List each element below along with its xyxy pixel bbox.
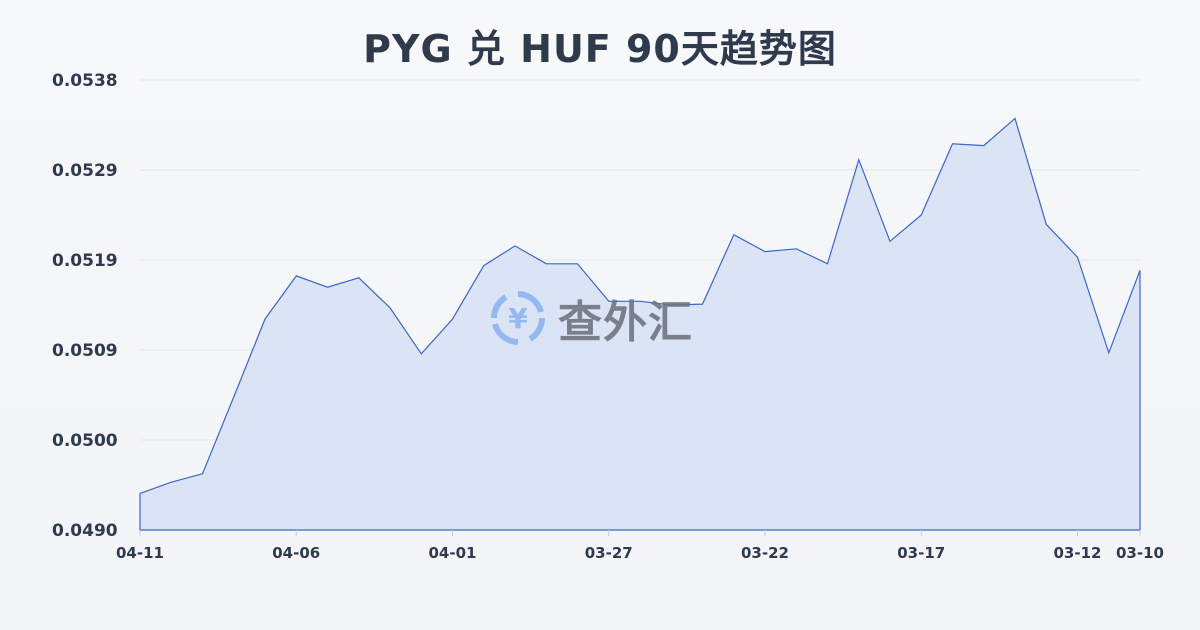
- yen-exchange-icon: ¥: [490, 291, 546, 345]
- x-tick-label: 03-22: [741, 544, 789, 562]
- x-tick-label: 03-12: [1054, 544, 1102, 562]
- y-tick-label: 0.0509: [52, 341, 118, 361]
- chart-title: PYG 兑 HUF 90天趋势图: [363, 27, 837, 71]
- y-tick-label: 0.0500: [52, 431, 118, 451]
- x-tick-label: 04-01: [429, 544, 477, 562]
- x-tick-label: 03-10: [1116, 544, 1164, 562]
- y-tick-label: 0.0538: [52, 71, 118, 91]
- area-fill: [140, 118, 1140, 531]
- x-tick-label: 04-06: [272, 544, 320, 562]
- x-tick-label: 04-11: [116, 544, 164, 562]
- x-tick-label: 03-27: [585, 544, 633, 562]
- y-tick-label: 0.0529: [52, 161, 118, 181]
- watermark-text: 查外汇: [558, 297, 693, 348]
- watermark-logo: ¥ 查外汇: [488, 286, 693, 350]
- y-tick-label: 0.0490: [52, 521, 118, 541]
- y-tick-label: 0.0519: [52, 251, 118, 271]
- x-tick-label: 03-17: [897, 544, 945, 562]
- svg-text:¥: ¥: [508, 302, 528, 335]
